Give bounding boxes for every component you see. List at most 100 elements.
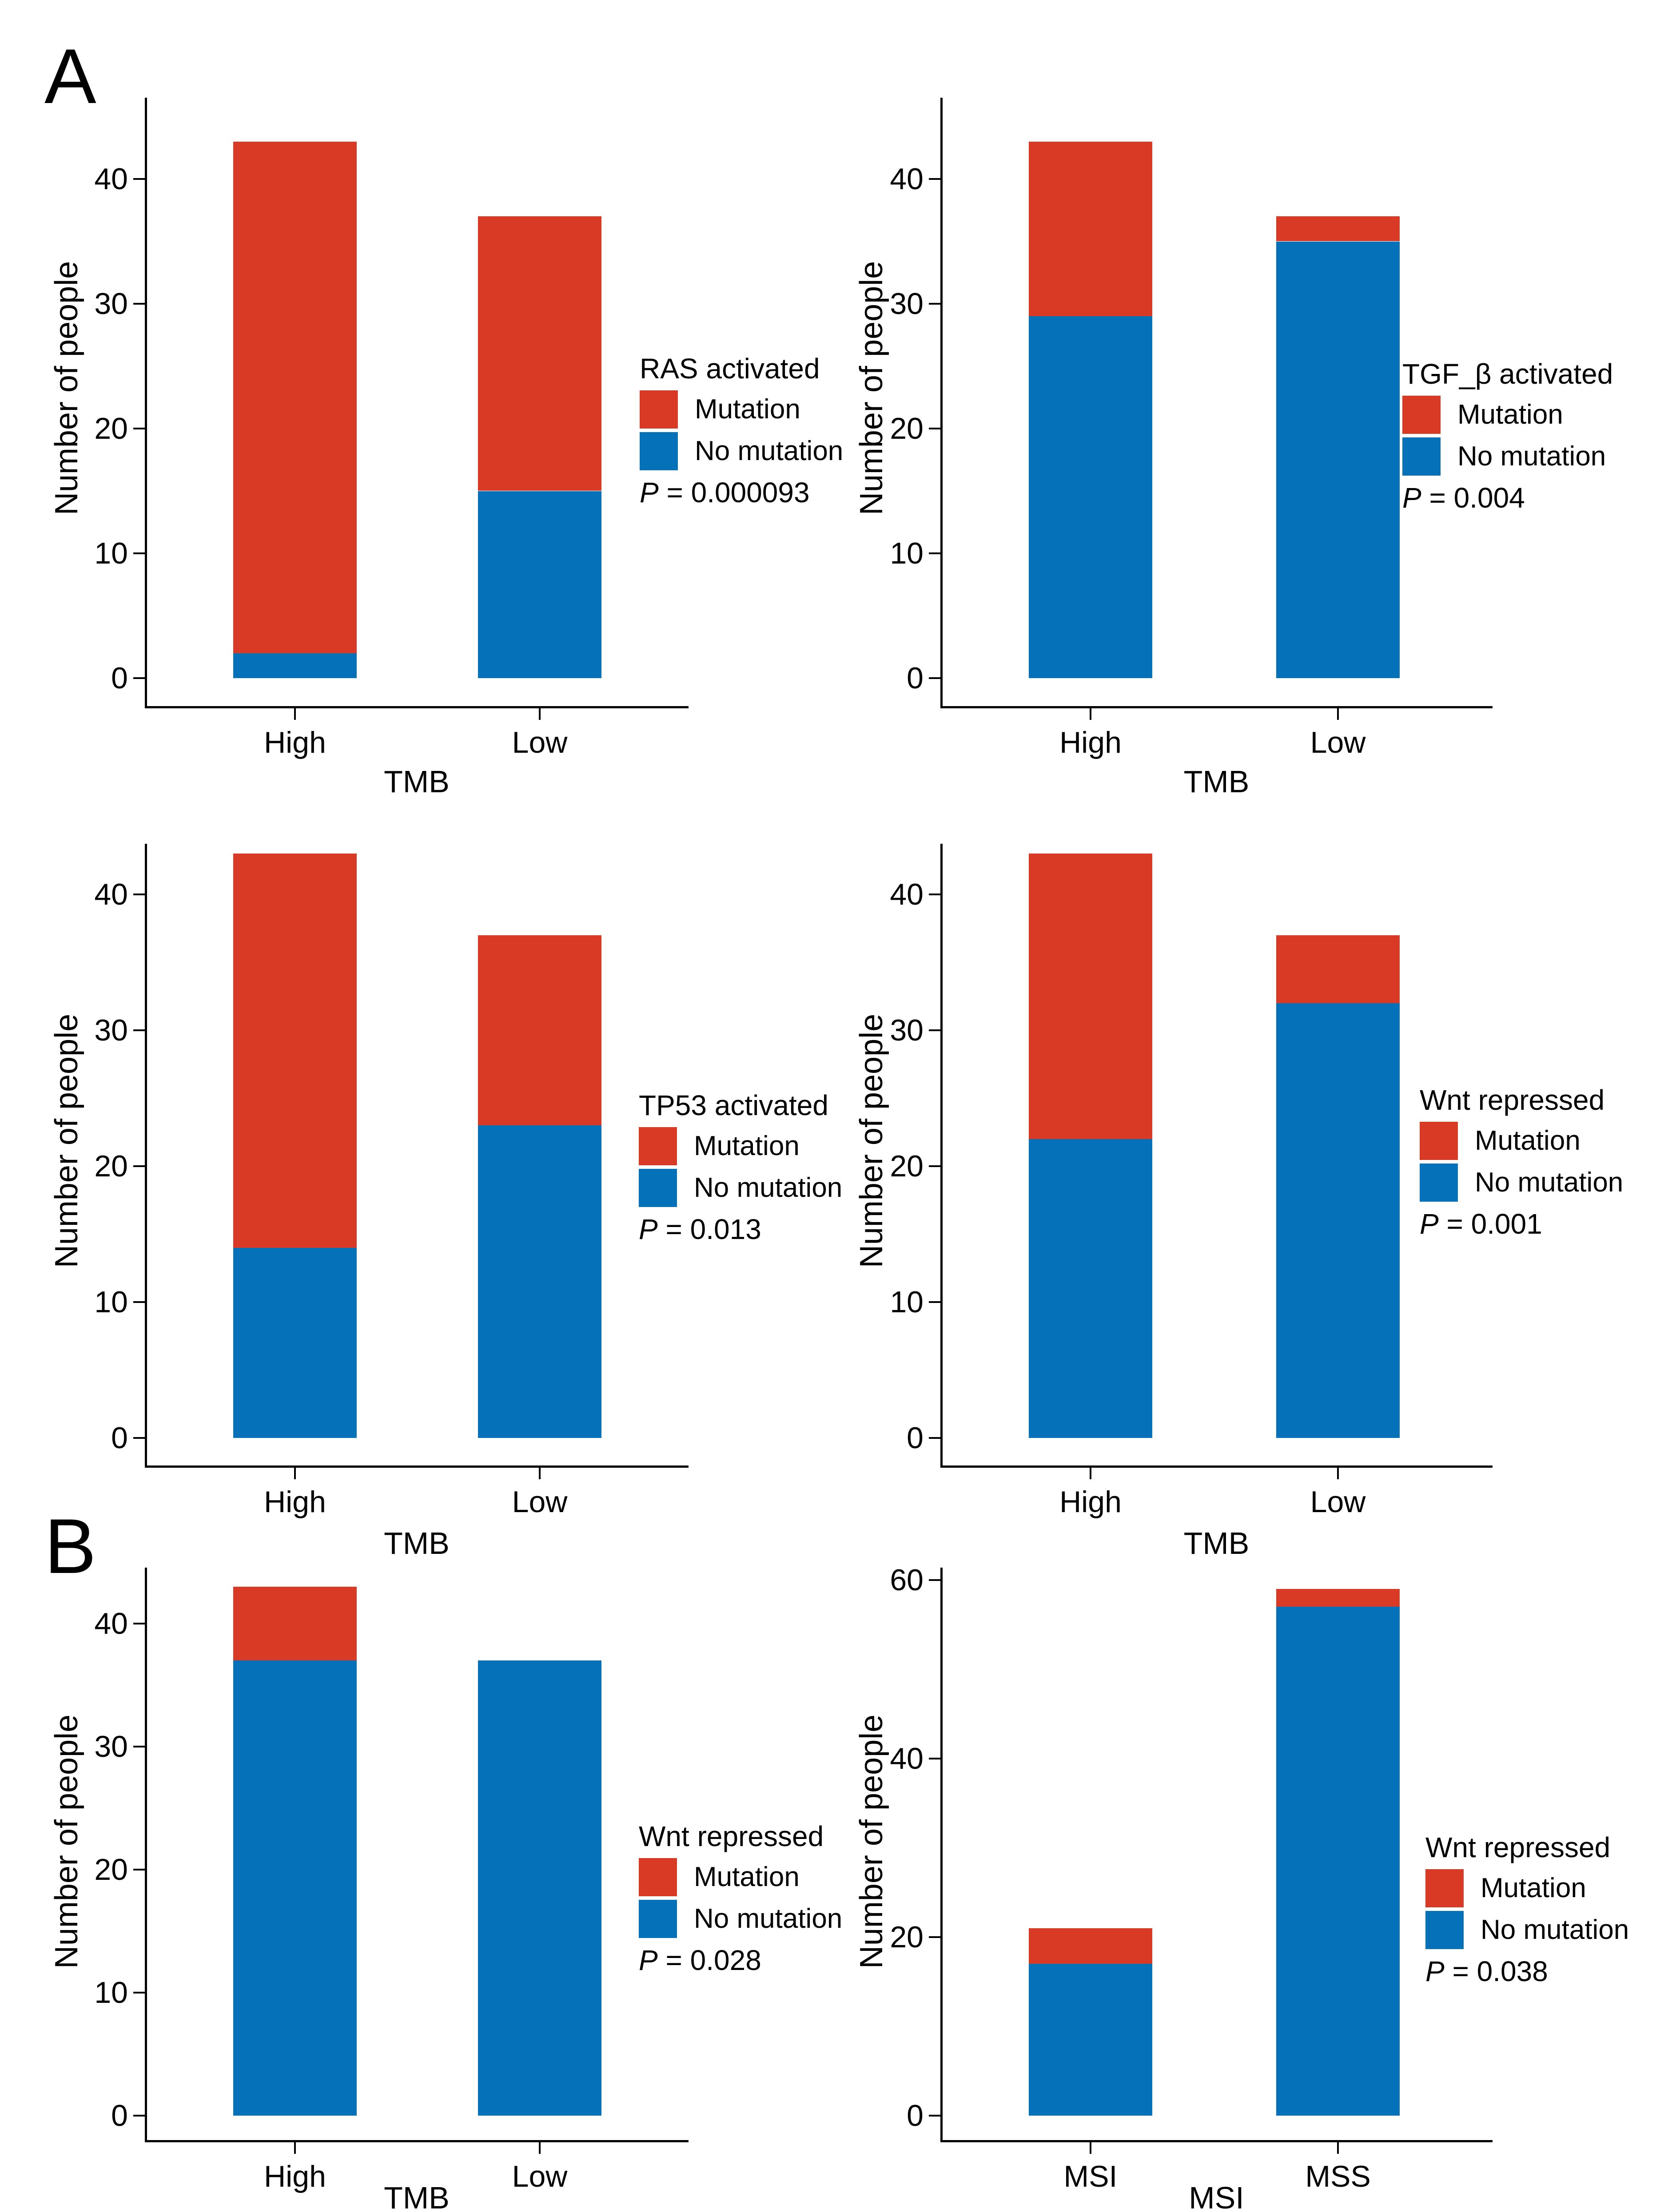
y-tick-mark bbox=[929, 1165, 940, 1167]
bar-segment-mutation bbox=[1276, 216, 1400, 242]
y-tick-mark bbox=[133, 894, 145, 895]
y-tick-mark bbox=[133, 1992, 145, 1994]
bar-segment-no-mutation bbox=[478, 1660, 601, 2116]
x-axis-line bbox=[145, 1465, 689, 1468]
y-tick-label: 10 bbox=[94, 1976, 128, 2009]
y-tick-mark bbox=[133, 1029, 145, 1031]
legend-title: RAS activated bbox=[640, 353, 820, 385]
y-tick-label: 30 bbox=[890, 287, 924, 321]
y-tick-mark bbox=[929, 303, 940, 305]
y-tick-label: 10 bbox=[890, 536, 924, 570]
bar-segment-mutation bbox=[478, 935, 601, 1126]
y-tick-mark bbox=[133, 2115, 145, 2117]
bar-segment-mutation bbox=[1029, 854, 1152, 1139]
legend: Wnt repressed Mutation No mutation P = 0.02… bbox=[639, 1821, 842, 1974]
category-label: High bbox=[1059, 726, 1122, 759]
legend-item: No mutation bbox=[1425, 1911, 1629, 1949]
legend-item: Mutation bbox=[639, 1127, 842, 1165]
y-tick-label: 40 bbox=[890, 162, 924, 196]
bar-segment-no-mutation bbox=[233, 1660, 357, 2116]
category-label: High bbox=[264, 2160, 326, 2193]
y-tick-mark bbox=[133, 1869, 145, 1870]
y-axis-line bbox=[145, 98, 147, 708]
legend-item-label: Mutation bbox=[1457, 399, 1563, 430]
p-value-number: = 0.004 bbox=[1421, 482, 1525, 514]
category-label: MSS bbox=[1305, 2160, 1371, 2193]
panel-label-a: A bbox=[44, 33, 96, 120]
category-label: High bbox=[1059, 1485, 1122, 1519]
y-tick-mark bbox=[133, 303, 145, 305]
x-axis-line bbox=[940, 706, 1493, 708]
x-axis-line bbox=[145, 706, 689, 708]
p-value-text: P = 0.001 bbox=[1420, 1210, 1623, 1238]
chart-ras-activated: Number of people 0 10 20 30 40 High Low TMB RAS a… bbox=[0, 67, 843, 822]
bar-segment-mutation bbox=[233, 854, 357, 1248]
legend-item: No mutation bbox=[1420, 1164, 1623, 1202]
y-axis-title: Number of people bbox=[49, 261, 84, 515]
legend-swatch-no-mutation bbox=[640, 432, 678, 470]
y-tick-label: 10 bbox=[890, 1285, 924, 1319]
y-axis-title: Number of people bbox=[49, 1013, 84, 1268]
legend-title: Wnt repressed bbox=[639, 1820, 824, 1852]
legend-title: Wnt repressed bbox=[1420, 1084, 1605, 1116]
y-tick-mark bbox=[929, 428, 940, 429]
y-tick-mark bbox=[133, 677, 145, 679]
y-tick-mark bbox=[929, 894, 940, 895]
legend-item: Mutation bbox=[1425, 1869, 1629, 1907]
bar-segment-mutation bbox=[233, 1586, 357, 1661]
bar-segment-mutation bbox=[1029, 141, 1152, 317]
legend-item: No mutation bbox=[639, 1900, 842, 1938]
bar-segment-mutation bbox=[1029, 1928, 1152, 1964]
legend-swatch-no-mutation bbox=[1420, 1164, 1458, 1202]
legend-item: Mutation bbox=[1420, 1122, 1623, 1160]
y-tick-label: 0 bbox=[111, 2099, 128, 2133]
legend-swatch-mutation bbox=[639, 1858, 677, 1896]
x-tick-mark bbox=[294, 1468, 296, 1479]
y-tick-mark bbox=[133, 1437, 145, 1439]
legend-swatch-no-mutation bbox=[639, 1169, 677, 1207]
y-tick-label: 60 bbox=[890, 1563, 924, 1597]
y-tick-label: 40 bbox=[890, 1742, 924, 1775]
y-tick-label: 40 bbox=[94, 1607, 128, 1640]
bar-segment-no-mutation bbox=[233, 653, 357, 678]
bar-segment-mutation bbox=[233, 141, 357, 653]
y-axis-line bbox=[940, 844, 943, 1468]
x-tick-mark bbox=[1090, 2142, 1091, 2154]
y-tick-mark bbox=[133, 552, 145, 554]
y-tick-mark bbox=[133, 428, 145, 429]
y-tick-label: 30 bbox=[94, 287, 128, 321]
x-tick-mark bbox=[1337, 2142, 1339, 2154]
legend: RAS activated Mutation No mutation P = 0.00… bbox=[640, 353, 843, 507]
y-tick-label: 30 bbox=[94, 1013, 128, 1047]
p-value-text: P = 0.000093 bbox=[640, 478, 843, 507]
p-value-symbol: P bbox=[1402, 482, 1421, 514]
x-axis-title: TMB bbox=[384, 1526, 450, 1561]
y-tick-mark bbox=[929, 552, 940, 554]
x-tick-mark bbox=[539, 2142, 541, 2154]
legend-item-label: No mutation bbox=[694, 1903, 843, 1934]
y-tick-label: 40 bbox=[94, 878, 128, 911]
y-tick-mark bbox=[133, 1623, 145, 1624]
category-label: Low bbox=[512, 726, 568, 759]
p-value-symbol: P bbox=[640, 477, 659, 508]
x-axis-line bbox=[940, 1465, 1493, 1468]
y-axis-line bbox=[145, 1568, 147, 2142]
bar-segment-no-mutation bbox=[1276, 1003, 1400, 1438]
y-axis-line bbox=[940, 98, 943, 708]
category-label: Low bbox=[512, 1485, 568, 1519]
x-axis-line bbox=[145, 2140, 689, 2142]
legend-item-label: Mutation bbox=[695, 394, 800, 425]
legend-item-label: No mutation bbox=[695, 436, 844, 466]
y-tick-label: 20 bbox=[94, 412, 128, 445]
y-tick-label: 20 bbox=[94, 1853, 128, 1886]
p-value-number: = 0.000093 bbox=[658, 477, 810, 508]
y-tick-label: 0 bbox=[907, 2099, 924, 2133]
chart-wnt-repressed-tmb-b: Number of people 0 10 20 30 40 High Low TMB Wnt r… bbox=[0, 1545, 842, 2212]
y-tick-mark bbox=[929, 1758, 940, 1759]
legend-title: TP53 activated bbox=[639, 1089, 828, 1121]
p-value-symbol: P bbox=[1420, 1208, 1439, 1240]
y-axis-title: Number of people bbox=[854, 1714, 889, 1969]
x-axis-title: TMB bbox=[1183, 764, 1250, 799]
p-value-text: P = 0.013 bbox=[639, 1215, 842, 1243]
